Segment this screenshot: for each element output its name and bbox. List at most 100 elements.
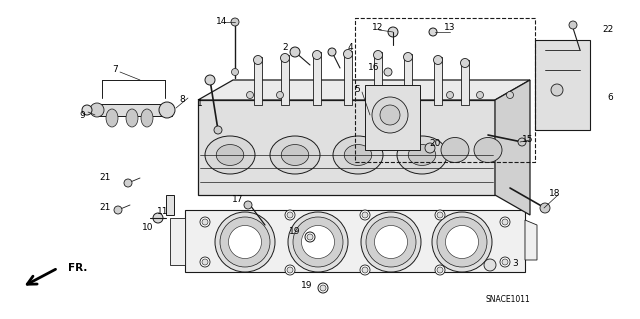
Circle shape	[205, 75, 215, 85]
Circle shape	[307, 234, 313, 240]
Polygon shape	[198, 100, 495, 195]
Polygon shape	[185, 210, 525, 272]
Circle shape	[287, 212, 293, 218]
Circle shape	[253, 56, 262, 64]
Circle shape	[360, 210, 370, 220]
Bar	[355, 18, 535, 162]
Circle shape	[376, 92, 383, 99]
Text: 16: 16	[368, 63, 380, 72]
Text: 21: 21	[99, 174, 111, 182]
Polygon shape	[495, 80, 530, 215]
Ellipse shape	[205, 136, 255, 174]
Bar	[344, 51, 352, 105]
Bar	[313, 52, 321, 105]
Circle shape	[124, 179, 132, 187]
Ellipse shape	[344, 145, 372, 166]
Text: 14: 14	[216, 18, 228, 26]
Circle shape	[384, 68, 392, 76]
Circle shape	[445, 226, 479, 258]
Ellipse shape	[397, 136, 447, 174]
Circle shape	[518, 138, 526, 146]
Text: 5: 5	[354, 85, 360, 94]
Ellipse shape	[333, 136, 383, 174]
Circle shape	[287, 267, 293, 273]
Circle shape	[301, 226, 335, 258]
Ellipse shape	[474, 137, 502, 162]
Circle shape	[82, 105, 92, 115]
Circle shape	[506, 92, 513, 99]
Circle shape	[293, 217, 343, 267]
Circle shape	[244, 201, 252, 209]
Circle shape	[360, 265, 370, 275]
Polygon shape	[170, 218, 185, 265]
Ellipse shape	[441, 137, 469, 162]
Circle shape	[202, 259, 208, 265]
Circle shape	[305, 232, 315, 242]
Circle shape	[200, 257, 210, 267]
Bar	[254, 57, 262, 105]
Text: 11: 11	[157, 207, 169, 217]
Text: 19: 19	[301, 280, 313, 290]
Circle shape	[500, 257, 510, 267]
Circle shape	[200, 217, 210, 227]
Text: 15: 15	[522, 136, 534, 145]
Text: 4: 4	[347, 43, 353, 53]
Ellipse shape	[281, 145, 308, 166]
Circle shape	[312, 50, 321, 60]
Bar	[535, 40, 590, 130]
Text: 17: 17	[232, 196, 244, 204]
Bar	[281, 55, 289, 105]
Text: 3: 3	[512, 259, 518, 269]
Circle shape	[425, 143, 435, 153]
Polygon shape	[198, 80, 530, 100]
Circle shape	[406, 92, 413, 99]
Bar	[434, 57, 442, 105]
Circle shape	[114, 206, 122, 214]
Ellipse shape	[106, 109, 118, 127]
Text: 12: 12	[372, 24, 384, 33]
Circle shape	[285, 210, 295, 220]
Circle shape	[569, 21, 577, 29]
Text: 6: 6	[607, 93, 613, 102]
Circle shape	[159, 102, 175, 118]
Ellipse shape	[270, 136, 320, 174]
Text: 20: 20	[429, 138, 441, 147]
Circle shape	[380, 105, 400, 125]
Circle shape	[374, 226, 408, 258]
Circle shape	[344, 49, 353, 58]
Text: 7: 7	[112, 65, 118, 75]
Circle shape	[477, 92, 483, 99]
Circle shape	[232, 69, 239, 76]
Text: 1: 1	[197, 99, 203, 108]
Ellipse shape	[408, 145, 436, 166]
Text: 2: 2	[282, 43, 288, 53]
Circle shape	[435, 210, 445, 220]
Circle shape	[433, 56, 442, 64]
Bar	[374, 52, 382, 105]
Text: FR.: FR.	[68, 263, 88, 273]
Text: 19: 19	[289, 227, 301, 236]
Circle shape	[437, 212, 443, 218]
Circle shape	[228, 226, 262, 258]
Text: 22: 22	[602, 26, 614, 34]
Circle shape	[90, 103, 104, 117]
Circle shape	[461, 58, 470, 68]
Circle shape	[429, 28, 437, 36]
Text: 18: 18	[549, 189, 561, 197]
Circle shape	[361, 212, 421, 272]
Circle shape	[388, 27, 398, 37]
Circle shape	[276, 92, 284, 99]
Circle shape	[214, 126, 222, 134]
Ellipse shape	[141, 109, 153, 127]
Ellipse shape	[216, 145, 244, 166]
Circle shape	[366, 217, 416, 267]
Circle shape	[280, 54, 289, 63]
Bar	[166, 195, 174, 215]
Bar	[404, 54, 412, 105]
Bar	[97, 104, 172, 116]
Circle shape	[500, 217, 510, 227]
Circle shape	[437, 217, 487, 267]
Circle shape	[215, 212, 275, 272]
Circle shape	[502, 259, 508, 265]
Text: 10: 10	[142, 224, 154, 233]
